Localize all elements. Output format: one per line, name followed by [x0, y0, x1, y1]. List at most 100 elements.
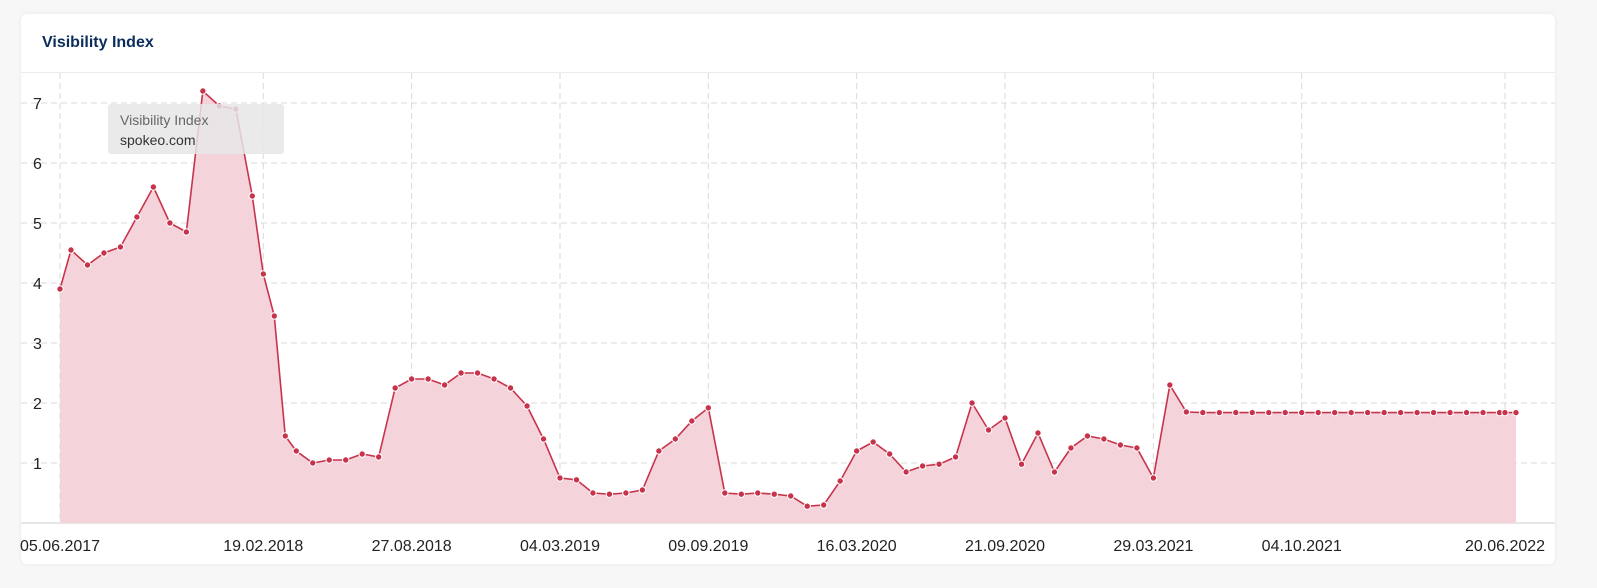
- data-point: [309, 459, 317, 467]
- data-point: [182, 228, 191, 236]
- data-point: [902, 468, 910, 476]
- series-area: [60, 91, 1516, 523]
- x-tick-label: 05.06.2017: [20, 538, 100, 555]
- data-point: [852, 447, 861, 455]
- data-point: [787, 492, 795, 500]
- data-point: [149, 183, 158, 191]
- data-point: [281, 432, 289, 440]
- data-point: [424, 375, 432, 383]
- data-point: [166, 219, 174, 227]
- data-point: [770, 490, 778, 498]
- y-tick-label: 1: [33, 456, 42, 473]
- data-point: [754, 489, 762, 497]
- data-point: [918, 462, 927, 470]
- data-point: [1116, 441, 1125, 449]
- y-tick-label: 2: [33, 396, 42, 413]
- data-point: [655, 447, 663, 455]
- data-point: [951, 453, 960, 461]
- data-point: [984, 426, 993, 434]
- data-point: [539, 435, 548, 443]
- data-point: [407, 375, 416, 383]
- data-point: [1050, 468, 1059, 476]
- x-tick-label: 20.06.2022: [1465, 538, 1545, 555]
- data-point: [1149, 474, 1158, 482]
- y-tick-label: 7: [33, 96, 42, 113]
- data-point: [820, 501, 828, 509]
- data-point: [721, 489, 729, 497]
- data-point: [1232, 408, 1240, 417]
- data-point: [1298, 408, 1306, 417]
- data-point: [1248, 408, 1256, 417]
- data-point: [358, 450, 366, 458]
- data-point: [1380, 408, 1388, 417]
- data-point: [572, 476, 581, 484]
- data-point: [440, 381, 449, 389]
- x-tick-label: 04.10.2021: [1262, 538, 1342, 555]
- data-point: [1429, 408, 1438, 417]
- data-point: [671, 435, 680, 443]
- data-point: [1083, 432, 1092, 440]
- data-point: [1017, 460, 1026, 468]
- data-point: [556, 474, 564, 482]
- x-tick-label: 16.03.2020: [817, 538, 897, 555]
- data-point: [1100, 435, 1108, 443]
- data-point: [1067, 444, 1075, 452]
- data-point: [1462, 408, 1471, 417]
- data-point: [688, 417, 696, 425]
- x-tick-label: 04.03.2019: [520, 538, 600, 555]
- data-point: [836, 477, 844, 485]
- data-point: [1330, 408, 1339, 417]
- x-tick-label: 09.09.2019: [668, 538, 748, 555]
- card-title: Visibility Index: [42, 34, 154, 51]
- chart-tooltip: Visibility Index spokeo.com: [108, 104, 284, 154]
- data-point: [1446, 408, 1454, 417]
- data-point: [1182, 408, 1191, 416]
- y-tick-label: 4: [33, 276, 42, 293]
- data-point: [1512, 408, 1520, 417]
- y-tick-label: 5: [33, 216, 42, 233]
- data-point: [1133, 444, 1141, 452]
- data-point: [1396, 408, 1405, 417]
- data-point: [248, 192, 257, 200]
- x-tick-label: 29.03.2021: [1113, 538, 1193, 555]
- data-point: [1347, 408, 1355, 417]
- data-point: [133, 213, 141, 221]
- card-header: Visibility Index: [21, 14, 1555, 73]
- data-point: [1265, 408, 1273, 417]
- data-point: [622, 489, 630, 497]
- data-point: [67, 246, 75, 254]
- data-point: [1199, 408, 1207, 417]
- data-point: [100, 249, 108, 257]
- data-point: [259, 270, 267, 278]
- x-tick-label: 21.09.2020: [965, 538, 1045, 555]
- data-point: [1479, 408, 1487, 417]
- tooltip-series: Visibility Index: [120, 112, 209, 128]
- data-point: [270, 312, 278, 320]
- data-point: [803, 502, 811, 510]
- data-point: [506, 384, 515, 392]
- data-point: [56, 285, 64, 293]
- data-point: [473, 369, 482, 377]
- data-point: [292, 447, 300, 455]
- data-point: [83, 261, 92, 269]
- data-point: [1034, 429, 1042, 437]
- data-point: [1281, 408, 1289, 417]
- data-point: [1215, 408, 1223, 417]
- data-point: [704, 404, 713, 412]
- data-point: [638, 486, 647, 494]
- data-point: [1413, 408, 1421, 417]
- data-point: [1363, 408, 1372, 417]
- data-point: [1001, 414, 1009, 422]
- data-point: [869, 438, 877, 446]
- data-point: [325, 456, 333, 464]
- x-tick-label: 19.02.2018: [223, 538, 303, 555]
- data-point: [391, 384, 399, 392]
- data-point: [1501, 408, 1509, 417]
- data-point: [968, 399, 976, 407]
- data-point: [490, 375, 498, 383]
- data-point: [199, 87, 207, 95]
- data-point: [374, 453, 383, 461]
- data-point: [116, 243, 125, 251]
